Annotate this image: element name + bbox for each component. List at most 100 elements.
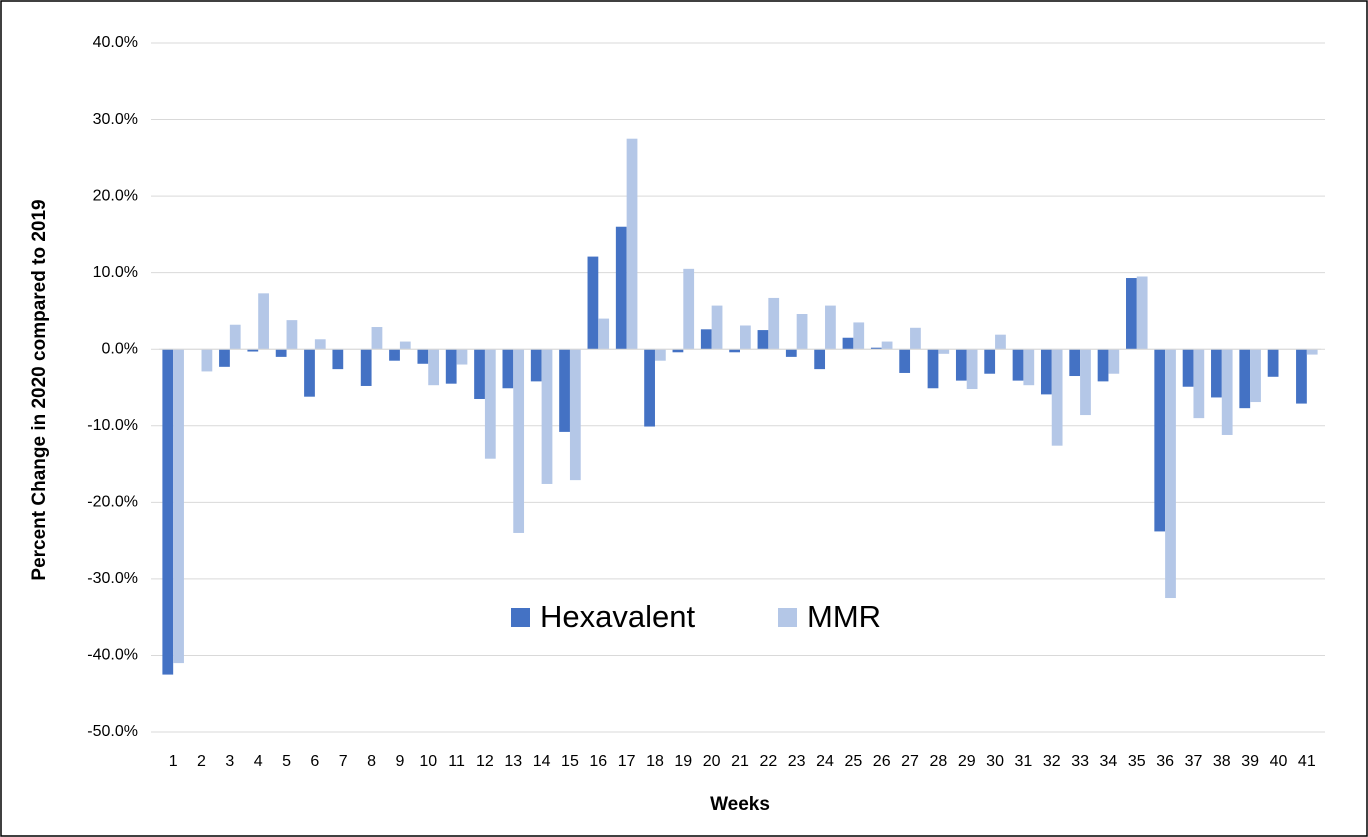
x-tick-label: 17 [618,753,636,770]
y-tick-label: 40.0% [93,34,138,51]
y-tick-label: -30.0% [87,570,138,587]
bar [1306,349,1318,355]
x-tick-label: 33 [1071,753,1089,770]
bar [740,325,751,350]
bar [1182,349,1194,387]
x-tick-label: 24 [816,753,834,770]
bar [1193,349,1205,419]
x-tick-label: 4 [254,753,263,770]
x-tick-label: 5 [282,753,291,770]
legend-swatch [778,608,797,627]
bar [995,334,1006,350]
bar [587,256,599,350]
bar [314,339,326,350]
y-tick-label: -40.0% [87,647,138,664]
bar [1250,349,1261,403]
x-tick-label: 35 [1128,753,1146,770]
bar [559,349,570,432]
bar [910,327,921,350]
x-tick-label: 3 [225,753,234,770]
bar [286,320,298,350]
x-tick-label: 22 [759,753,777,770]
bar [711,305,723,350]
bar [1154,349,1166,532]
x-tick-label: 10 [419,753,437,770]
x-tick-label: 31 [1015,753,1033,770]
bar [530,349,542,382]
x-tick-label: 21 [731,753,749,770]
bar [399,341,411,350]
x-tick-label: 14 [533,753,551,770]
x-tick-label: 34 [1100,753,1118,770]
x-tick-label: 28 [929,753,947,770]
y-tick-label: -20.0% [87,494,138,511]
bar [683,268,695,350]
legend-label: Hexavalent [540,599,695,634]
bar [1108,349,1120,374]
bar [1012,349,1024,381]
bar [1069,349,1081,377]
bar [219,349,230,367]
bar [201,349,213,372]
x-tick-label: 9 [395,753,404,770]
bar [881,341,893,350]
bar [955,349,967,381]
bar [304,349,315,397]
bar [428,349,440,386]
x-tick-label: 41 [1298,753,1316,770]
x-tick-label: 16 [589,753,607,770]
bar [870,347,882,350]
x-tick-label: 2 [197,753,206,770]
x-tick-label: 13 [504,753,522,770]
x-tick-label: 8 [367,753,376,770]
bar [371,327,383,350]
x-tick-label: 23 [788,753,806,770]
x-tick-label: 39 [1241,753,1259,770]
bar [1239,349,1251,409]
y-tick-label: 20.0% [93,187,138,204]
y-axis-title: Percent Change in 2020 compared to 2019 [29,199,50,580]
bar [474,349,485,399]
x-tick-label: 36 [1156,753,1174,770]
bar [966,349,978,390]
bar [1051,349,1063,446]
x-tick-label: 18 [646,753,664,770]
bar [644,349,655,427]
x-tick-label: 40 [1270,753,1288,770]
bar [1296,349,1307,404]
bar [1040,349,1052,395]
y-tick-label: -10.0% [87,417,138,434]
y-tick-label: 30.0% [93,111,138,128]
bar [899,349,911,373]
y-tick-label: -50.0% [87,723,138,740]
x-tick-label: 27 [901,753,919,770]
bar [796,314,808,350]
x-tick-label: 11 [448,753,465,770]
bar [258,293,269,350]
bar [275,349,287,357]
bar [984,349,996,374]
bar [173,349,184,664]
bar [332,349,344,370]
bar [842,337,854,350]
legend-swatch [511,608,530,627]
bar [1023,349,1035,386]
bar [1136,276,1148,350]
bar [785,349,797,357]
x-tick-label: 12 [476,753,494,770]
bar [360,349,372,386]
x-tick-label: 38 [1213,753,1231,770]
x-tick-label: 25 [844,753,862,770]
bar [484,349,496,459]
y-tick-label: 0.0% [102,340,138,357]
x-tick-label: 20 [703,753,721,770]
bar [729,349,740,353]
bar [853,322,865,350]
bar [229,324,241,350]
bar [598,318,610,350]
bar [654,349,666,361]
bar [757,330,769,350]
bar [569,349,581,481]
bar [615,226,627,350]
